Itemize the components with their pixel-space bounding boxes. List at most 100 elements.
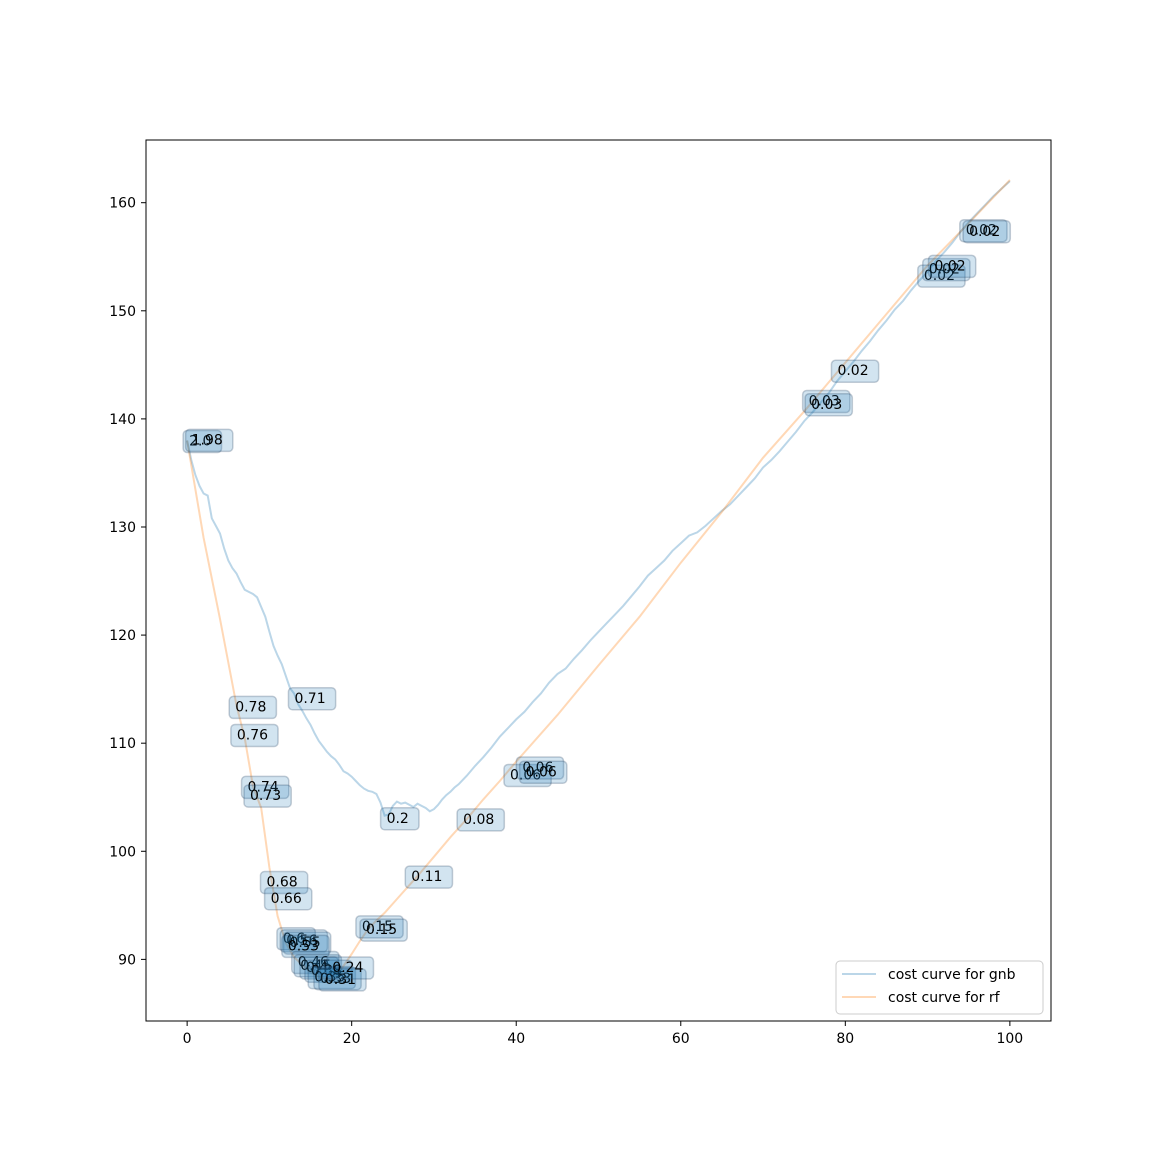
- data-label-text: 0.15: [362, 919, 393, 935]
- data-label-box: [307, 965, 357, 990]
- data-label-box: [927, 254, 977, 279]
- data-label-text: 0.06: [510, 768, 541, 784]
- data-label-box: [801, 389, 851, 414]
- x-tick-label: 40: [507, 1031, 525, 1047]
- data-label-box: [355, 915, 404, 939]
- y-tick-label: 160: [109, 196, 136, 212]
- data-label: 0.11: [404, 865, 454, 889]
- data-label: 0.6: [276, 927, 317, 951]
- data-label-text: 0.03: [811, 397, 842, 413]
- data-label-text: 0.15: [366, 922, 397, 938]
- y-tick-label: 120: [109, 628, 136, 644]
- data-label-box: [503, 763, 552, 788]
- data-label: 0.24: [325, 956, 375, 980]
- data-label: 0.02: [917, 264, 966, 288]
- data-label-box: [240, 775, 290, 800]
- legend-label-gnb: cost curve for gnb: [888, 967, 1016, 983]
- data-label-text: 0.38: [311, 963, 342, 979]
- data-label-text: 2.0: [189, 434, 211, 450]
- data-label-box: [518, 760, 568, 785]
- data-label-box: [379, 807, 420, 831]
- data-label: 0.35: [307, 965, 357, 990]
- data-label: 0.15: [355, 915, 404, 939]
- y-tick-label: 150: [109, 304, 136, 320]
- data-label-text: 0.71: [294, 691, 325, 707]
- data-label: 0.78: [228, 695, 278, 720]
- data-label-text: 0.24: [332, 960, 363, 976]
- x-tick-label: 20: [343, 1031, 361, 1047]
- data-label: 0.46: [290, 950, 340, 975]
- data-label: 0.76: [230, 723, 279, 748]
- data-label-box: [282, 931, 332, 955]
- data-label-box: [290, 950, 340, 975]
- data-label-box: [259, 870, 309, 895]
- data-label-text: 0.03: [809, 394, 840, 410]
- y-tick-label: 130: [109, 520, 136, 536]
- x-tick-label: 80: [836, 1031, 854, 1047]
- data-label: 0.02: [830, 359, 880, 383]
- data-label: 0.45: [293, 954, 343, 978]
- data-label-box: [228, 695, 278, 720]
- data-label-box: [287, 687, 337, 711]
- y-axis: 90 100 110 120 130 140 150 160: [109, 196, 146, 968]
- data-label-text: 0.02: [924, 268, 955, 284]
- data-label: 0.71: [287, 687, 337, 711]
- data-label-box: [962, 220, 1012, 244]
- data-label: 0.02: [922, 257, 971, 282]
- data-label-text: 0.73: [250, 788, 281, 804]
- data-label: 0.73: [243, 784, 292, 808]
- data-label-box: [404, 865, 454, 889]
- data-label-text: 0.02: [935, 258, 966, 274]
- data-label: 0.03: [804, 393, 854, 417]
- data-label-box: [281, 934, 330, 959]
- data-label-text: 0.55: [290, 935, 321, 951]
- data-label: 0.56: [279, 929, 329, 953]
- data-label-text: 0.02: [837, 363, 868, 379]
- data-label-text: 0.56: [286, 933, 317, 949]
- data-label-box: [515, 756, 565, 780]
- data-label-box: [182, 429, 223, 454]
- data-label-text: 1.98: [192, 432, 223, 448]
- data-label: 0.06: [515, 756, 565, 780]
- x-tick-label: 0: [183, 1031, 192, 1047]
- data-label-text: 0.74: [248, 779, 279, 795]
- legend-frame: [835, 960, 1044, 1015]
- y-tick-label: 140: [109, 412, 136, 428]
- series-line-1: [186, 179, 1011, 980]
- data-label: 0.03: [801, 389, 851, 414]
- data-label-box: [263, 887, 313, 911]
- data-label-box: [922, 257, 971, 282]
- data-label-text: 0.02: [929, 262, 960, 278]
- data-label: 0.74: [240, 775, 290, 800]
- data-label-text: 0.76: [237, 728, 268, 744]
- legend: cost curve for gnb cost curve for rf: [835, 960, 1044, 1015]
- data-label: 0.15: [359, 918, 408, 942]
- data-label-box: [456, 808, 506, 832]
- y-tick-label: 100: [109, 844, 136, 860]
- data-label: 0.66: [263, 887, 313, 911]
- data-label-box: [359, 918, 408, 942]
- data-label: 0.53: [281, 934, 330, 959]
- data-label: 0.33: [313, 967, 362, 991]
- data-label-text: 0.53: [288, 938, 319, 954]
- data-label-box: [276, 927, 317, 951]
- data-label: 0.68: [259, 870, 309, 895]
- data-label-text: 0.31: [325, 972, 356, 988]
- data-label-text: 0.2: [387, 811, 409, 827]
- data-label-text: 0.06: [526, 764, 557, 780]
- annotations: 2.01.980.710.20.060.060.060.030.030.020.…: [182, 218, 1012, 992]
- plot-frame: [145, 139, 1052, 1022]
- data-label-box: [325, 956, 375, 980]
- data-label: 0.31: [318, 968, 367, 992]
- data-label-box: [804, 393, 854, 417]
- data-label-box: [243, 784, 292, 808]
- data-label-text: 0.4: [306, 960, 328, 976]
- y-tick-label: 110: [109, 736, 136, 752]
- data-label-box: [917, 264, 966, 288]
- data-label: 0.06: [518, 760, 568, 785]
- data-label-text: 0.46: [298, 955, 329, 971]
- data-label: 0.02: [962, 220, 1012, 244]
- data-label: 0.08: [456, 808, 506, 832]
- data-label-text: 0.06: [522, 760, 553, 776]
- x-tick-label: 60: [672, 1031, 690, 1047]
